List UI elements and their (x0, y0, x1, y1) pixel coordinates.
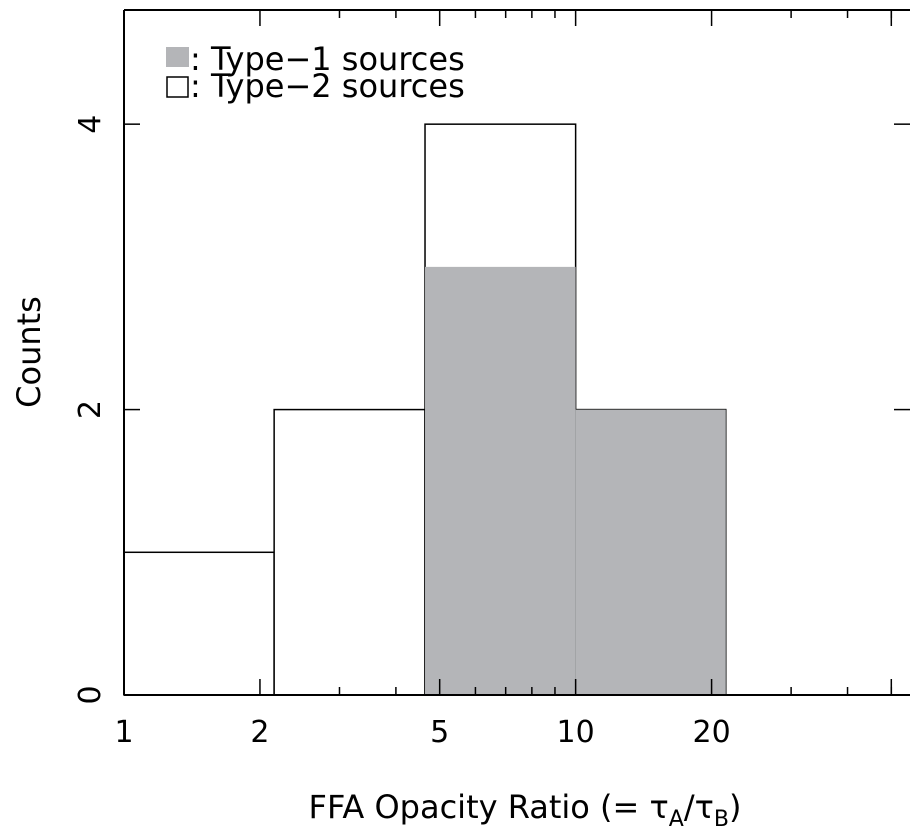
x-tick-label: 10 (557, 715, 595, 750)
y-tick-label: 2 (73, 400, 108, 419)
axis-ticks (123, 10, 910, 696)
bar-type2-bin-1 (273, 408, 426, 696)
legend-label-type2: : Type−2 sources (190, 67, 465, 105)
x-tick-label: 1 (114, 715, 133, 750)
x-tick-label: 5 (430, 715, 449, 750)
y-tick-label: 0 (73, 685, 108, 704)
x-axis-label-mid: /τ (684, 788, 714, 826)
x-axis-label: FFA Opacity Ratio (= τA/τB) (309, 788, 742, 832)
bar-type1-bin-3 (575, 409, 726, 695)
legend: : Type−1 sources : Type−2 sources (166, 40, 465, 105)
bar-type1-bin-2 (425, 266, 576, 695)
x-axis-label-main: FFA Opacity Ratio (= τ (309, 788, 669, 826)
bar-type2-bin-0 (123, 551, 275, 696)
x-axis-label-end: ) (729, 788, 741, 826)
legend-swatch-type2 (166, 76, 189, 98)
x-tick-label: 2 (250, 715, 269, 750)
histogram-bars (123, 123, 910, 696)
y-tick-label: 4 (73, 115, 108, 134)
x-axis-label-sub-a: A (669, 807, 684, 832)
y-axis-label: Counts (10, 296, 48, 408)
axis-tick-labels: 1 2 5 10 20 0 2 4 (73, 115, 731, 750)
legend-swatch-type1 (166, 47, 189, 67)
x-axis-label-sub-b: B (714, 807, 729, 832)
legend-label-type1: : Type−1 sources (190, 40, 465, 78)
x-tick-label: 20 (692, 715, 730, 750)
